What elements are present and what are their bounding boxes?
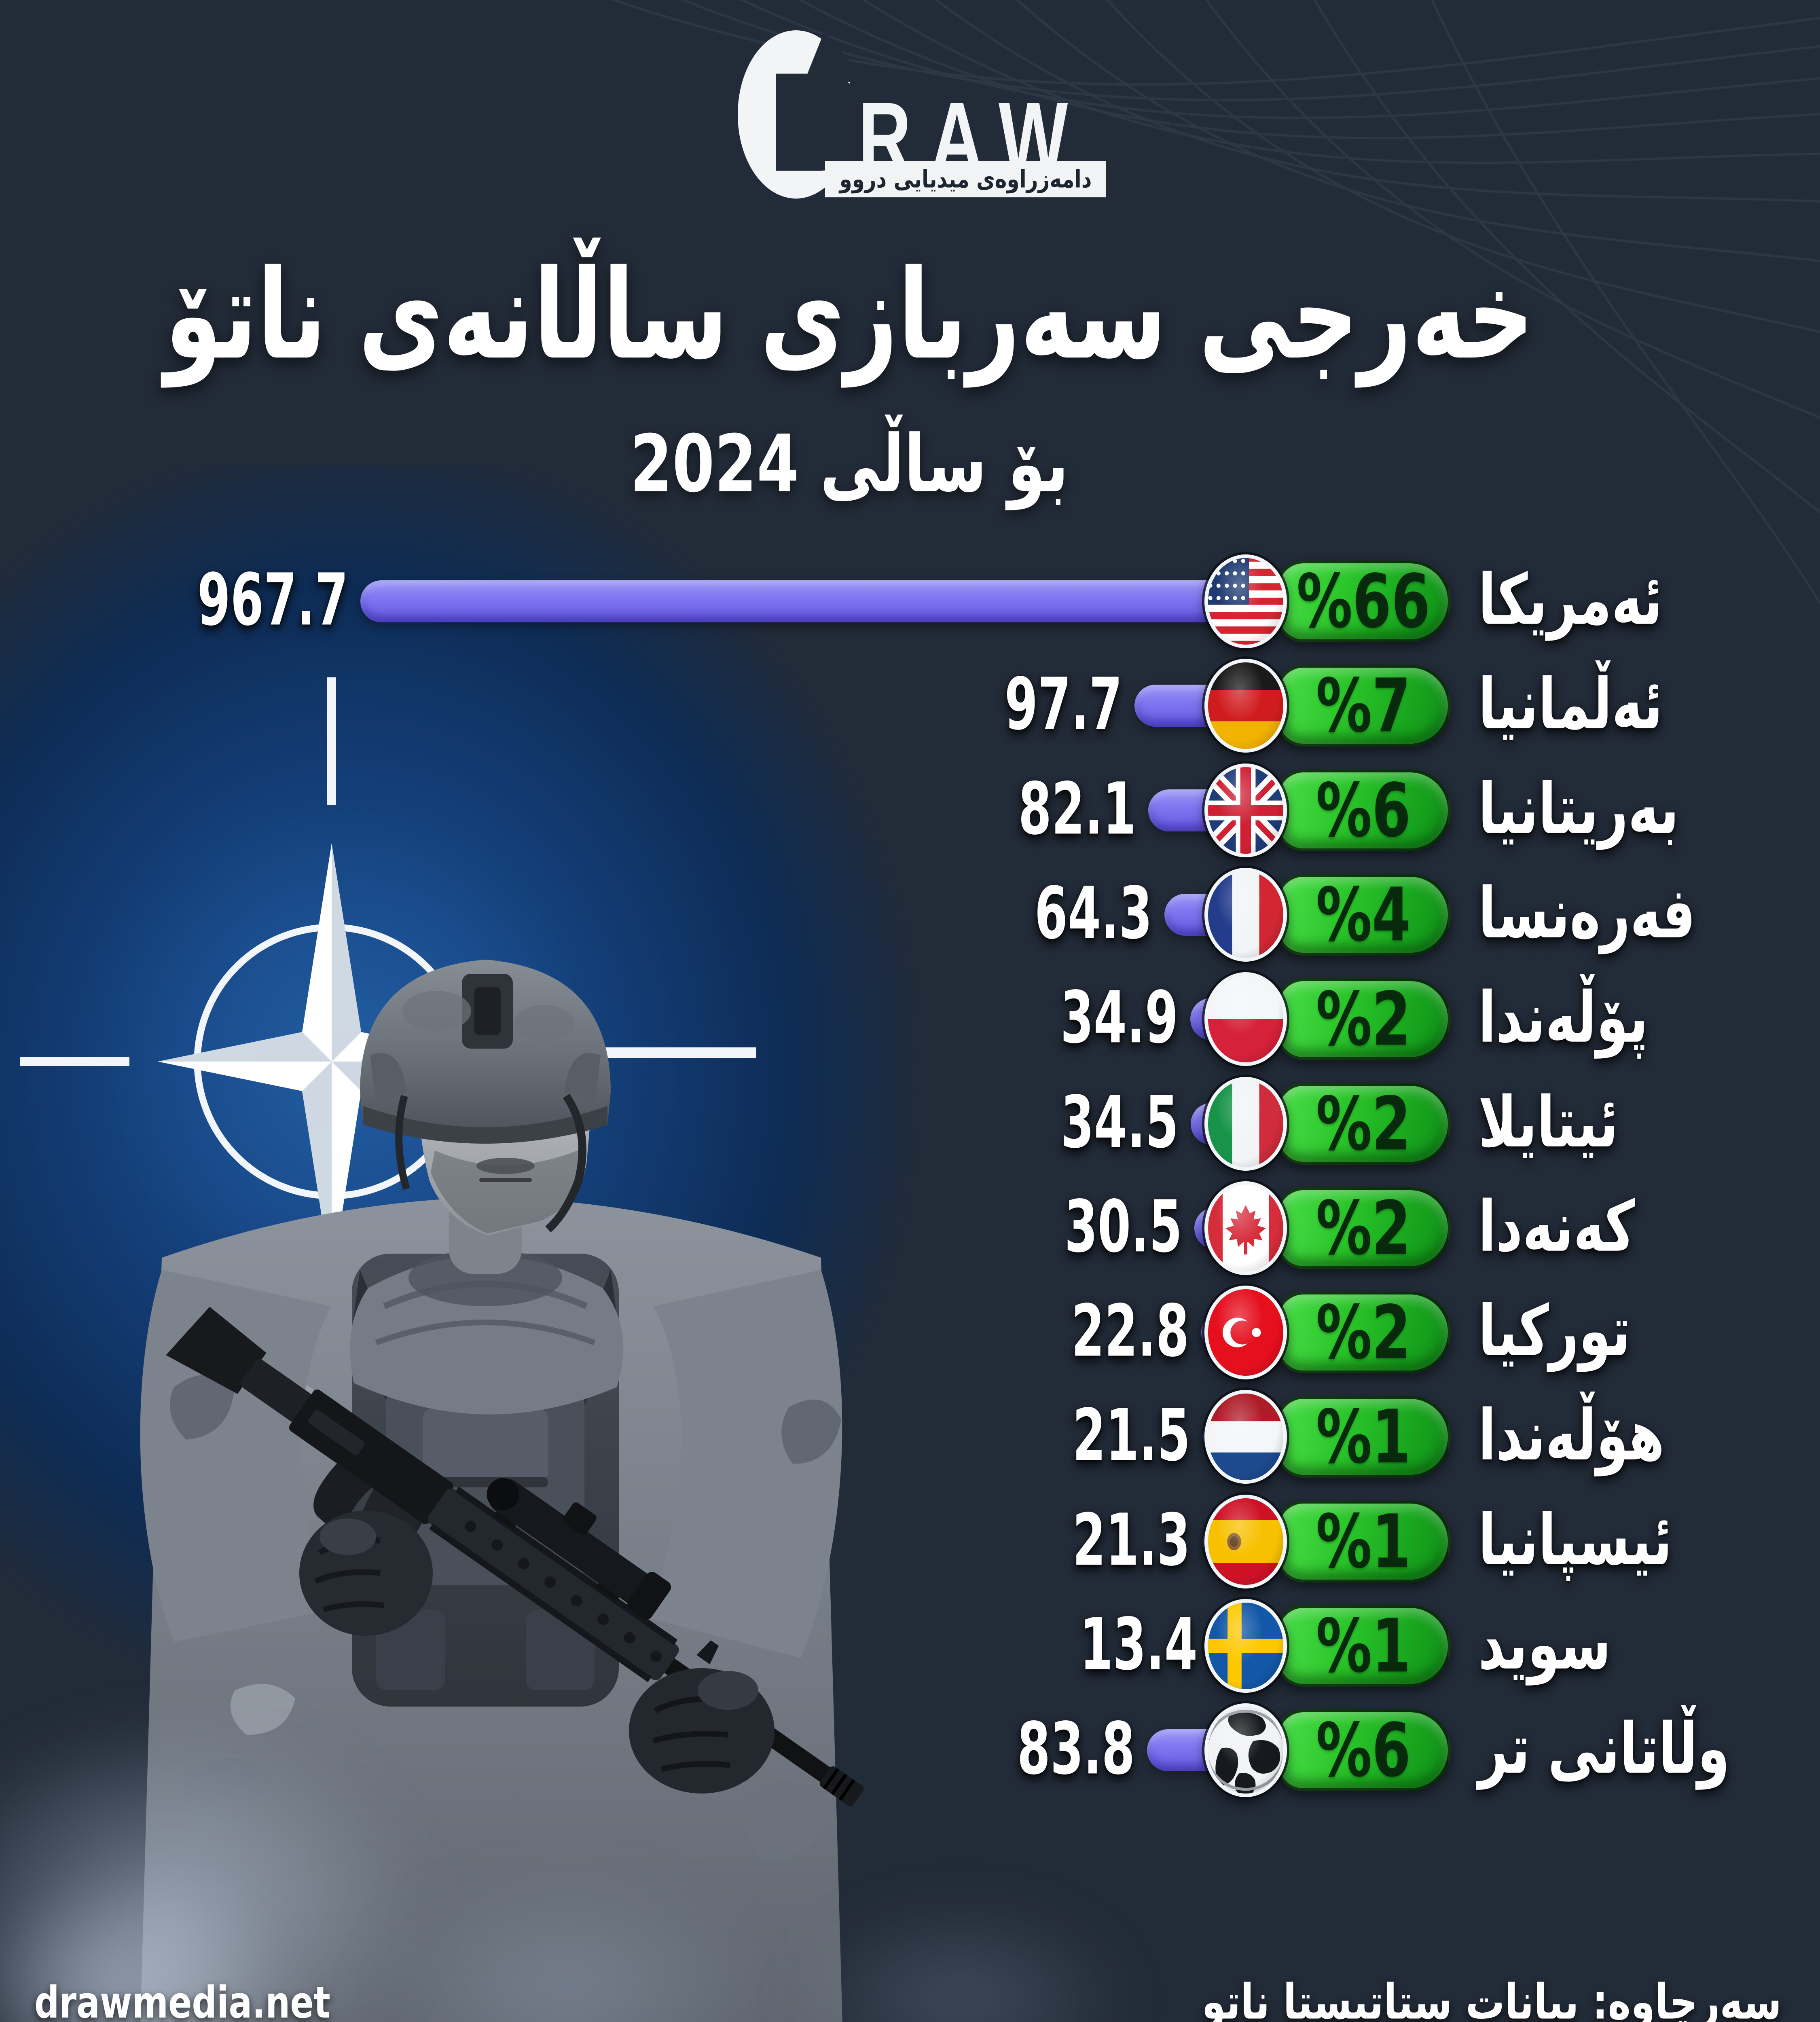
soldier-illustration [140,960,864,2022]
percent-badge: %2 [1276,1185,1451,1271]
percent-badge: %6 [1276,767,1451,854]
percent-value: %2 [1316,976,1411,1062]
chart-row: 34.5 %2 ئیتایلا [0,1072,1820,1176]
percent-value: %6 [1316,1707,1411,1794]
percent-badge: %7 [1276,662,1451,749]
pl-flag-icon [1204,972,1287,1066]
percent-badge: %2 [1276,1081,1451,1167]
percent-badge: %1 [1276,1394,1451,1480]
percent-badge: %1 [1276,1603,1451,1689]
se-flag-icon [1204,1599,1287,1693]
chart-row: 30.5 %2 کەنەدا [0,1176,1820,1280]
country-label: پۆڵەندا [1478,977,1648,1059]
percent-value: %66 [1296,558,1431,645]
percent-value: %1 [1316,1498,1411,1585]
spending-value-label: 30.5 [1064,1184,1182,1269]
percent-badge: %66 [1276,558,1451,645]
percent-badge: %1 [1276,1498,1451,1585]
page-subtitle: بۆ ساڵی 2024 [630,419,1069,510]
de-flag-icon [1204,659,1287,753]
chart-row: 22.8 %2 تورکیا [0,1280,1820,1385]
spending-value-label: 34.9 [1060,975,1178,1060]
spending-value-label: 21.5 [1072,1393,1190,1477]
draw-logo: RAW دامەزراوەی میدیایی دروو [728,20,1132,210]
spending-value-label: 967.7 [197,558,348,642]
spending-value-label: 97.7 [1004,662,1122,746]
percent-value: %1 [1316,1603,1411,1689]
logo-tagline-text: دامەزراوەی میدیایی دروو [839,165,1092,193]
draw-d-icon [738,30,869,199]
country-label: ئەڵمانیا [1478,664,1663,745]
percent-value: %2 [1316,1289,1411,1376]
chart-row: 21.3 %1 ئیسپانیا [0,1489,1820,1594]
country-label: هۆڵەندا [1478,1395,1665,1476]
percent-badge: %6 [1276,1707,1451,1794]
nl-flag-icon [1204,1390,1287,1484]
percent-value: %1 [1316,1394,1411,1480]
es-flag-icon [1204,1495,1287,1588]
percent-value: %7 [1316,662,1411,749]
footer-website: drawmedia.net [34,1978,330,2022]
logo-tagline-box: دامەزراوەی میدیایی دروو [825,161,1106,197]
it-flag-icon [1204,1077,1287,1171]
chart-row: 64.3 %4 فەرەنسا [0,863,1820,967]
country-label: ئەمریکا [1478,559,1663,641]
chart-row: 13.4 %1 سوید [0,1594,1820,1698]
spending-value-label: 82.1 [1018,767,1136,851]
percent-value: %4 [1316,871,1411,958]
us-flag-icon [1204,554,1287,648]
ca-flag-icon [1204,1181,1287,1275]
country-label: ئیتایلا [1478,1082,1618,1163]
chart-row: 34.9 %2 پۆڵەندا [0,967,1820,1071]
country-label: فەرەنسا [1478,873,1696,954]
spending-value-label: 21.3 [1072,1498,1190,1582]
percent-value: %2 [1316,1081,1411,1167]
country-label: سوید [1478,1604,1611,1686]
gb-flag-icon [1204,764,1287,857]
page-title: خەرجی سەربازی ساڵانەی ناتۆ [165,243,1534,387]
chart-row: 83.8 %6 وڵاتانی تر [0,1698,1820,1802]
spending-value-label: 22.8 [1071,1289,1189,1373]
percent-badge: %2 [1276,1289,1451,1376]
country-label: کەنەدا [1478,1186,1635,1268]
spending-value-label: 64.3 [1034,871,1152,955]
chart-row: 82.1 %6 بەریتانیا [0,758,1820,863]
chart-row: 21.5 %1 هۆڵەندا [0,1385,1820,1489]
chart-row: 967.7 %66 ئەمریکا [0,549,1820,654]
footer-source: سەرچاوە: بیانات ستاتیستا ناتو [1201,1973,1782,2022]
fr-flag-icon [1204,868,1287,962]
percent-value: %2 [1316,1185,1411,1271]
percent-value: %6 [1316,767,1411,854]
tr-flag-icon [1204,1286,1287,1379]
spending-value-label: 13.4 [1079,1602,1198,1686]
country-label: تورکیا [1478,1290,1631,1372]
chart-row: 97.7 %7 ئەڵمانیا [0,654,1820,758]
spending-bar [360,580,1246,622]
globe-flag-icon [1204,1703,1287,1797]
country-label: وڵاتانی تر [1478,1708,1730,1790]
percent-badge: %2 [1276,976,1451,1062]
country-label: ئیسپانیا [1478,1500,1672,1581]
percent-badge: %4 [1276,871,1451,958]
spending-value-label: 83.8 [1017,1707,1135,1791]
swirl-lines-decoration [609,0,1820,606]
spending-value-label: 34.5 [1060,1080,1179,1164]
country-label: بەریتانیا [1478,768,1679,850]
